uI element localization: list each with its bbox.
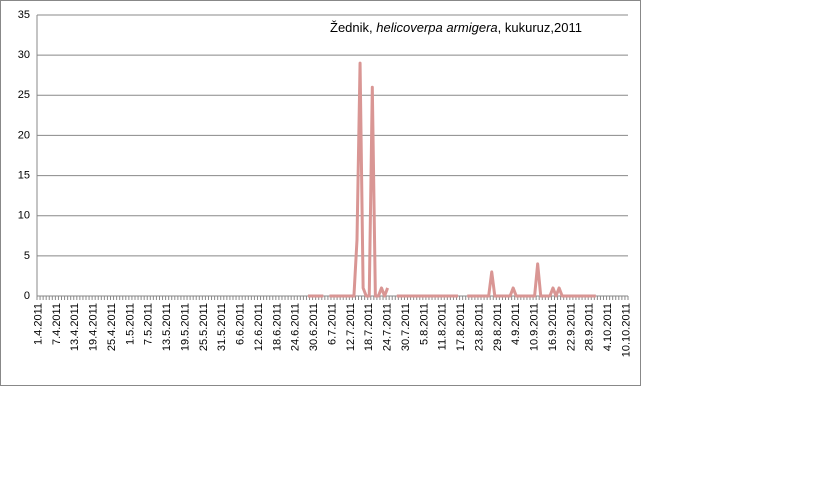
- x-tick-label: 1.5.2011: [124, 303, 136, 345]
- x-tick-label: 11.8.2011: [437, 303, 449, 350]
- title-part: , kukuruz,2011: [498, 20, 582, 35]
- y-tick-label: 0: [24, 290, 30, 302]
- y-tick-label: 30: [18, 49, 30, 61]
- data-line: [308, 61, 596, 298]
- x-tick-label: 22.9.2011: [565, 303, 577, 351]
- x-tick-label: 24.7.2011: [382, 303, 394, 351]
- x-tick-label: 25.4.2011: [106, 303, 118, 351]
- x-tick-label: 6.6.2011: [235, 303, 247, 345]
- x-tick-label: 19.4.2011: [88, 303, 100, 351]
- x-tick-label: 13.4.2011: [69, 303, 81, 351]
- x-tick-label: 10.10.2011: [620, 303, 632, 357]
- x-tick-label: 5.8.2011: [418, 303, 430, 345]
- x-tick-label: 18.6.2011: [271, 303, 283, 351]
- x-tick-label: 4.9.2011: [510, 303, 522, 345]
- x-tick-label: 4.10.2011: [602, 303, 614, 351]
- x-tick-label: 12.6.2011: [253, 303, 265, 351]
- chart-title: Žednik, helicoverpa armigera, kukuruz,20…: [330, 20, 582, 35]
- y-tick-label: 15: [18, 169, 30, 181]
- x-tick-label: 12.7.2011: [345, 303, 357, 351]
- x-tick-label: 17.8.2011: [455, 303, 467, 351]
- x-tick-label: 1.4.2011: [32, 303, 44, 345]
- x-tick-label: 31.5.2011: [216, 303, 228, 351]
- x-tick-label: 16.9.2011: [547, 303, 559, 351]
- x-tick-label: 30.7.2011: [400, 303, 412, 351]
- x-tick-label: 7.5.2011: [143, 303, 155, 345]
- x-tick-label: 24.6.2011: [290, 303, 302, 351]
- x-tick-label: 23.8.2011: [473, 303, 485, 351]
- x-tick-label: 13.5.2011: [161, 303, 173, 351]
- y-tick-label: 5: [24, 250, 30, 262]
- y-tick-label: 35: [18, 9, 30, 21]
- x-tick-label: 19.5.2011: [179, 303, 191, 351]
- y-tick-label: 20: [18, 129, 30, 141]
- x-tick-label: 10.9.2011: [529, 303, 541, 351]
- x-tick-label: 18.7.2011: [363, 303, 375, 351]
- title-part: Žednik,: [330, 20, 376, 35]
- y-tick-label: 10: [18, 210, 30, 222]
- x-tick-label: 25.5.2011: [198, 303, 210, 351]
- x-tick-label: 28.9.2011: [584, 303, 596, 351]
- x-tick-label: 29.8.2011: [492, 303, 504, 351]
- x-tick-label: 7.4.2011: [51, 303, 63, 345]
- x-tick-label: 30.6.2011: [308, 303, 320, 351]
- title-part: helicoverpa armigera: [376, 20, 497, 35]
- x-tick-label: 6.7.2011: [326, 303, 338, 345]
- y-tick-label: 25: [18, 89, 30, 101]
- chart-frame: [0, 0, 641, 386]
